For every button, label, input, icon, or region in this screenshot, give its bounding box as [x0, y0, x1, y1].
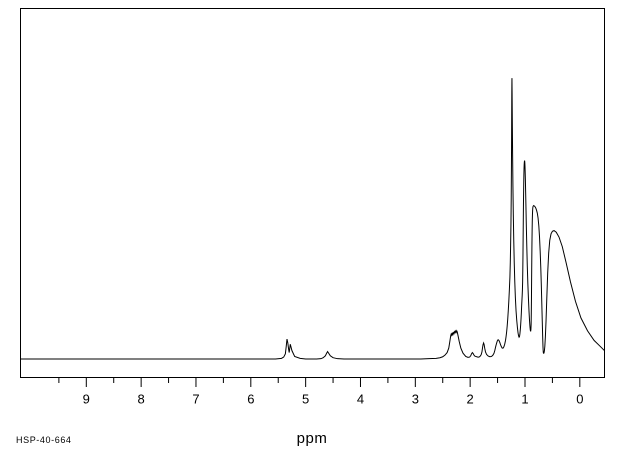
spectrum-trace — [20, 78, 605, 360]
x-tick-label: 7 — [192, 392, 199, 407]
x-axis-minor-ticks — [58, 378, 553, 383]
x-axis-ticks — [85, 378, 581, 387]
plot-frame — [20, 8, 605, 378]
x-tick-label: 8 — [138, 392, 145, 407]
x-tick-label: 4 — [357, 392, 364, 407]
x-tick-label: 2 — [467, 392, 474, 407]
sample-id-label: HSP-40-664 — [16, 435, 72, 445]
x-axis-title: ppm — [297, 430, 328, 447]
x-tick-label: 5 — [302, 392, 309, 407]
x-tick-label: 3 — [412, 392, 419, 407]
x-tick-label: 9 — [83, 392, 90, 407]
x-tick-label: 1 — [521, 392, 528, 407]
x-tick-label: 6 — [247, 392, 254, 407]
x-axis-tick-labels: 9 8 7 6 5 4 3 2 1 0 — [83, 392, 584, 407]
x-tick-label: 0 — [576, 392, 583, 407]
